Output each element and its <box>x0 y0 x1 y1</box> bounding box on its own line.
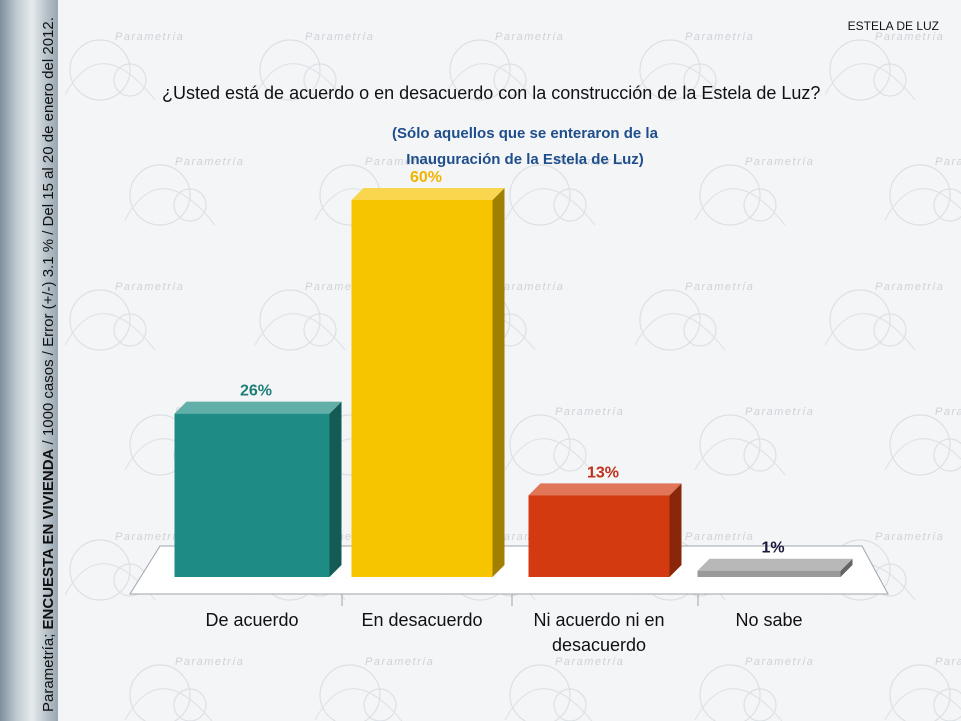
watermark-word: Parametría <box>875 281 944 293</box>
watermark-word: Parametría <box>685 531 754 543</box>
watermark-word: Parametría <box>175 156 244 168</box>
watermark-word: Parametría <box>875 31 944 43</box>
watermark-motif: Parametría <box>314 656 434 721</box>
watermark-word: Parametría <box>935 406 961 418</box>
chart-subtitle-line-2: Inauguración de la Estela de Luz) <box>406 151 644 168</box>
watermark-motif: Parametría <box>444 31 564 101</box>
watermark-motif: Parametría <box>254 31 374 101</box>
bar-side <box>492 188 505 577</box>
watermark-motif: Parametría <box>504 656 624 721</box>
watermark-motif: Parametría <box>124 156 244 226</box>
watermark-word: Parametría <box>745 406 814 418</box>
category-label: desacuerdo <box>552 635 646 655</box>
watermark-word: Parametría <box>175 656 244 668</box>
watermark-word: Parametría <box>875 531 944 543</box>
bar-top <box>697 558 853 571</box>
watermark-word: Parametría <box>745 156 814 168</box>
data-label: 26% <box>240 383 272 400</box>
bar-side <box>840 558 853 577</box>
category-label: De acuerdo <box>205 610 298 630</box>
watermark-motif: Parametría <box>64 281 184 351</box>
watermark-motif: Parametría <box>694 656 814 721</box>
watermark-word: Parametría <box>685 281 754 293</box>
bar-top <box>528 483 682 496</box>
bar-4 <box>697 558 853 577</box>
bar-top <box>351 188 505 200</box>
section-label: ESTELA DE LUZ <box>847 19 939 33</box>
watermark-word: Parametría <box>115 281 184 293</box>
watermark-word: Parametría <box>685 31 754 43</box>
watermark-motif: Parametría <box>694 406 814 476</box>
category-label: En desacuerdo <box>361 610 482 630</box>
watermark-word: Parametría <box>935 156 961 168</box>
bar-1 <box>174 401 342 577</box>
watermark-word: Parametría <box>555 156 624 168</box>
watermark-word: Parametría <box>495 281 564 293</box>
watermark-motif: Parametría <box>694 156 814 226</box>
watermark-motif: Parametría <box>64 31 184 101</box>
chart-subtitle-line-1: (Sólo aquellos que se enteraron de la <box>392 125 658 142</box>
category-label: No sabe <box>735 610 802 630</box>
watermark-motif: Parametría <box>884 656 961 721</box>
watermark-motif: Parametría <box>824 281 944 351</box>
watermark-word: Parametría <box>935 656 961 668</box>
watermark-word: Parametría <box>745 656 814 668</box>
watermark-motif: Parametría <box>124 656 244 721</box>
watermark-motif: Parametría <box>884 156 961 226</box>
watermark-motif: Parametría <box>504 406 624 476</box>
watermark-word: Parametría <box>495 31 564 43</box>
bar-top <box>174 401 342 414</box>
watermark-motif: Parametría <box>884 406 961 476</box>
watermark-motif: Parametría <box>634 281 754 351</box>
watermark-word: Parametría <box>115 531 184 543</box>
watermark-word: Parametría <box>365 156 434 168</box>
bar-front <box>351 200 493 577</box>
watermark-motif: Parametría <box>824 31 944 101</box>
left-decorative-strip <box>0 0 58 721</box>
watermark-word: Parametría <box>555 656 624 668</box>
data-label: 13% <box>587 464 619 481</box>
bar-3 <box>528 483 682 577</box>
watermark-motif: Parametría <box>634 31 754 101</box>
watermark-word: Parametría <box>555 406 624 418</box>
bar-front <box>528 495 670 577</box>
watermark-word: Parametría <box>115 31 184 43</box>
chart-title: ¿Usted está de acuerdo o en desacuerdo c… <box>162 83 821 103</box>
bar-front <box>174 413 330 577</box>
data-label: 1% <box>761 540 784 557</box>
chart-subtitle: (Sólo aquellos que se enteraron de la In… <box>350 121 700 173</box>
bar-2 <box>351 188 505 577</box>
watermark-word: Parametría <box>365 656 434 668</box>
bar-front <box>697 570 841 577</box>
category-label: Ni acuerdo ni en <box>533 610 664 630</box>
data-label: 60% <box>410 169 442 186</box>
watermark-motif: Parametría <box>504 156 624 226</box>
watermark-word: Parametría <box>305 31 374 43</box>
bar-side <box>329 401 342 577</box>
bar-side <box>669 483 682 577</box>
